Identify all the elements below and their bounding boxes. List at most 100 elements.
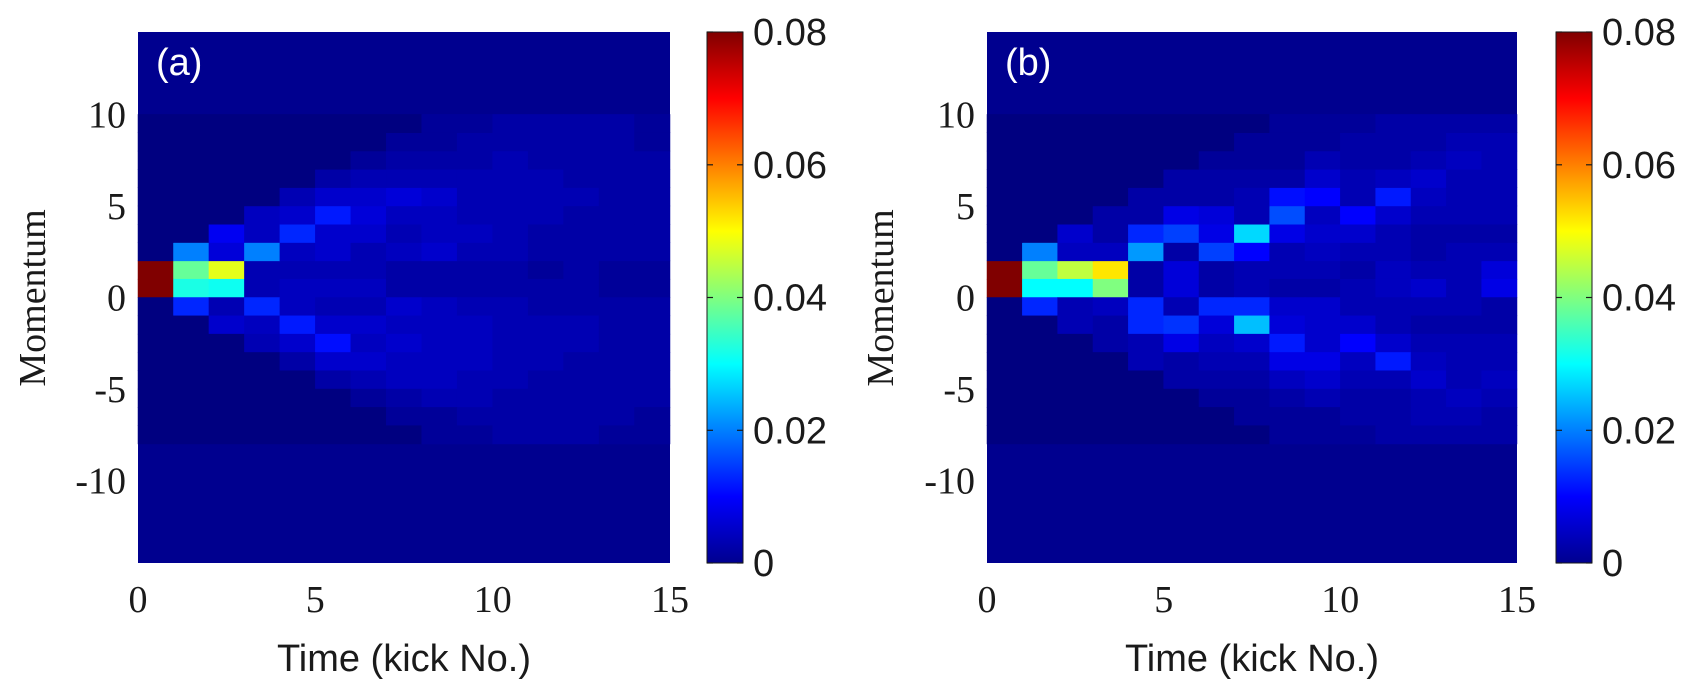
heatmap-cell xyxy=(1057,278,1094,298)
heatmap-cell xyxy=(634,169,671,188)
heatmap-cell xyxy=(1092,370,1129,390)
heatmap-cell xyxy=(279,205,316,225)
x-tick-label: 0 xyxy=(129,579,148,621)
heatmap-cell xyxy=(527,370,564,390)
heatmap-cell xyxy=(563,297,600,317)
heatmap-cell xyxy=(1446,388,1482,408)
heatmap-cell xyxy=(1375,352,1412,371)
heatmap-cell xyxy=(563,169,600,188)
heatmap-cell xyxy=(456,114,493,133)
heatmap-cell xyxy=(350,205,387,225)
heatmap-cell xyxy=(1410,169,1447,188)
heatmap-cell xyxy=(456,278,493,298)
heatmap-cell xyxy=(598,315,635,335)
heatmap-cell xyxy=(492,187,529,207)
heatmap-cell xyxy=(350,150,387,170)
x-tick-label: 0 xyxy=(978,579,997,621)
heatmap-cell xyxy=(421,388,458,408)
heatmap-cell xyxy=(1022,114,1058,133)
heatmap-cell xyxy=(1128,260,1164,280)
heatmap-cell xyxy=(244,224,281,243)
heatmap-cell xyxy=(456,169,493,188)
heatmap-cell xyxy=(1481,169,1518,188)
heatmap-cell xyxy=(598,114,635,133)
heatmap-cell xyxy=(350,425,387,445)
heatmap-cell xyxy=(527,315,564,335)
heatmap-cell xyxy=(1410,333,1447,353)
heatmap-cell xyxy=(598,242,635,262)
heatmap-cell xyxy=(598,224,635,243)
heatmap-cell xyxy=(1410,260,1447,280)
heatmap-cell xyxy=(386,425,422,445)
heatmap-cell xyxy=(137,278,174,298)
heatmap-cell xyxy=(986,425,1023,445)
heatmap-cell xyxy=(1198,132,1235,152)
heatmap-cell xyxy=(986,224,1023,243)
heatmap-cell xyxy=(1304,370,1341,390)
heatmap-cell xyxy=(1128,370,1164,390)
heatmap-cell xyxy=(1128,297,1164,317)
heatmap-cell xyxy=(1163,370,1200,390)
heatmap-cell xyxy=(1446,278,1482,298)
heatmap-cell xyxy=(1446,352,1482,371)
heatmap-cell xyxy=(208,278,245,298)
heatmap-cell xyxy=(1198,333,1235,353)
panel-a: (a) 0 5 10 15 -10 -5 0 5 10 Time (kick No.) Mom… xyxy=(12,12,827,680)
heatmap-cell xyxy=(1446,187,1482,207)
heatmap-cell xyxy=(1057,132,1094,152)
heatmap-cell xyxy=(1269,407,1306,426)
x-tick-label: 10 xyxy=(1321,579,1359,621)
heatmap-cell xyxy=(244,242,281,262)
heatmap-cell xyxy=(208,425,245,445)
heatmap-cell xyxy=(1198,187,1235,207)
heatmap-cell xyxy=(1163,352,1200,371)
heatmap-cell xyxy=(1057,224,1094,243)
heatmap-cell xyxy=(279,407,316,426)
heatmap-cell xyxy=(563,205,600,225)
heatmap-cell xyxy=(1198,407,1235,426)
heatmap-cell xyxy=(456,425,493,445)
heatmap-cell xyxy=(421,315,458,335)
heatmap-cell xyxy=(1446,297,1482,317)
heatmap-cell xyxy=(1304,425,1341,445)
heatmap-cell xyxy=(137,114,174,133)
heatmap-cell xyxy=(527,150,564,170)
heatmap-cell xyxy=(386,132,422,152)
heatmap-cell xyxy=(386,370,422,390)
heatmap-cell xyxy=(279,352,316,371)
heatmap-cell xyxy=(173,224,210,243)
heatmap-cell xyxy=(492,278,529,298)
heatmap-cell xyxy=(1092,425,1129,445)
heatmap-cell xyxy=(315,425,352,445)
colorbar-tick-label: 0.02 xyxy=(753,410,827,452)
heatmap-cell xyxy=(386,352,422,371)
heatmap-cell xyxy=(1304,297,1341,317)
heatmap-cell xyxy=(1234,352,1270,371)
heatmap-cell xyxy=(173,169,210,188)
colorbar-ticks: 0 0.02 0.04 0.06 0.08 xyxy=(707,12,827,585)
heatmap-cell xyxy=(1269,315,1306,335)
heatmap-cell xyxy=(1128,169,1164,188)
colorbar-tick-label: 0.08 xyxy=(1602,12,1676,54)
heatmap-cell xyxy=(1092,150,1129,170)
heatmap-cell xyxy=(1057,187,1094,207)
heatmap-cell xyxy=(1022,297,1058,317)
heatmap-cell xyxy=(1163,333,1200,353)
heatmap-cell xyxy=(563,242,600,262)
heatmap-cell xyxy=(421,297,458,317)
heatmap-cell xyxy=(1375,187,1412,207)
heatmap-cell xyxy=(350,132,387,152)
heatmap-cell xyxy=(1269,278,1306,298)
heatmap-cell xyxy=(1446,132,1482,152)
colorbar-tick-label: 0.02 xyxy=(1602,410,1676,452)
heatmap-cell xyxy=(1340,297,1376,317)
heatmap-cell xyxy=(527,114,564,133)
heatmap-cell xyxy=(350,114,387,133)
heatmap-cell xyxy=(1304,242,1341,262)
heatmap-cell xyxy=(137,132,174,152)
heatmap-cell xyxy=(1022,352,1058,371)
heatmap-cell xyxy=(986,205,1023,225)
heatmap-cell xyxy=(173,132,210,152)
heatmap-cell xyxy=(1410,352,1447,371)
heatmap-cell xyxy=(456,242,493,262)
